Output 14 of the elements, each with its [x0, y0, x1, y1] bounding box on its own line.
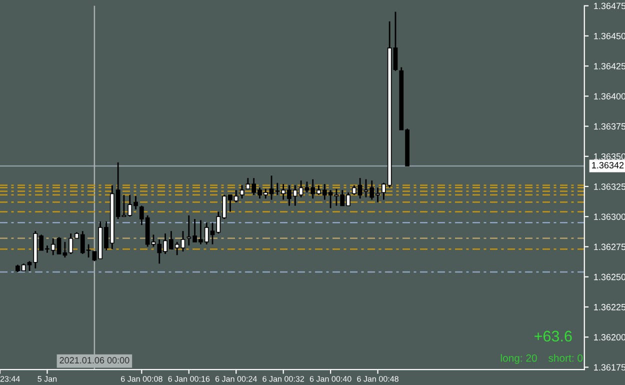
annotation: short: 0 [548, 354, 583, 362]
annotation: +63.6 [534, 330, 572, 342]
x-tick-label: 5 Jan [38, 376, 57, 382]
x-tick-label: 6 Jan 00:08 [121, 376, 162, 382]
x-tick-label: 6 Jan 00:48 [357, 376, 398, 382]
annotation: long: 20 [500, 354, 537, 364]
x-tick-label: 23:44 [0, 376, 20, 382]
x-tick-label: 6 Jan 00:40 [310, 376, 352, 382]
x-tick-label: 6 Jan 00:24 [215, 376, 257, 382]
candlestick [240, 184, 244, 200]
x-tick-label: 6 Jan 00:16 [168, 376, 210, 382]
x-tick-label: 6 Jan 00:32 [262, 376, 304, 382]
ref-line-label: 1.36342 [592, 162, 624, 168]
ref-line-label: 2021.01.06 00:00 [60, 357, 130, 364]
